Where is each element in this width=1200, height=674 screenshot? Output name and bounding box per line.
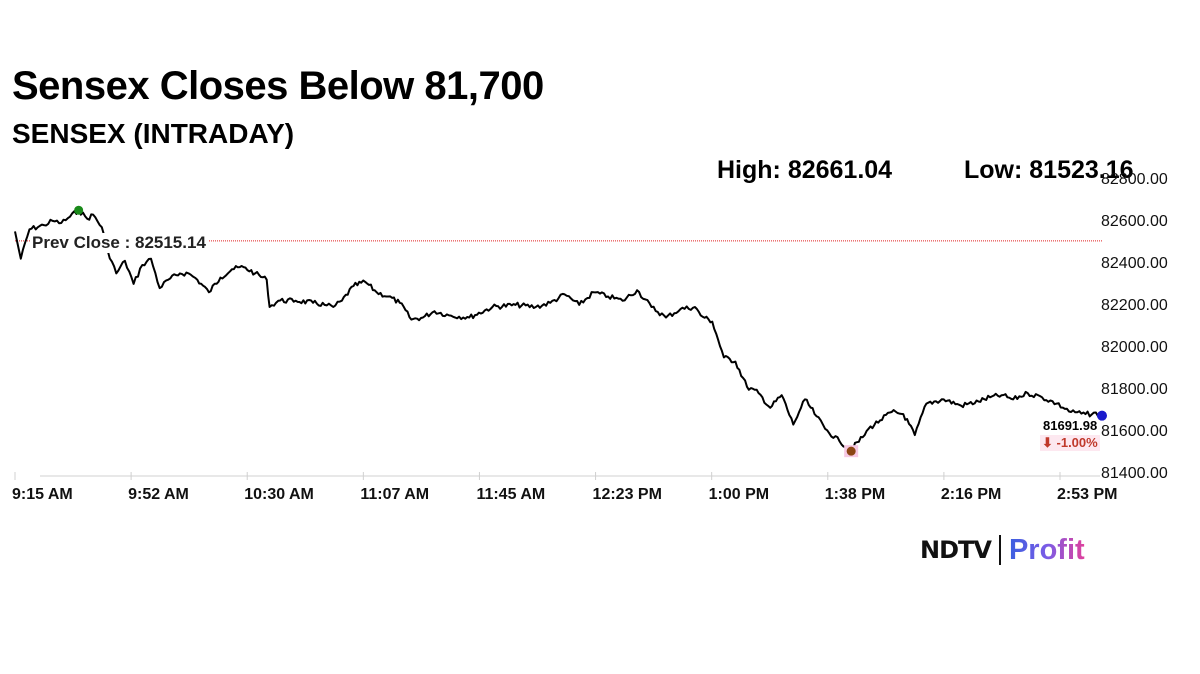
y-tick-label: 82400.00	[1101, 255, 1168, 272]
x-tick-label: 11:45 AM	[476, 486, 546, 503]
high-value: High: 82661.04	[717, 156, 893, 184]
x-tick-label: 12:23 PM	[592, 486, 662, 503]
y-tick-label: 81600.00	[1101, 423, 1168, 440]
logo-separator	[998, 535, 1001, 565]
y-tick-label: 82200.00	[1101, 297, 1168, 314]
x-tick-label: 2:16 PM	[940, 486, 1002, 503]
x-axis-ticks	[14, 472, 1061, 480]
y-tick-label: 82800.00	[1101, 171, 1168, 188]
x-tick-label: 1:00 PM	[708, 486, 770, 503]
chart-subtitle: SENSEX (INTRADAY)	[12, 118, 295, 149]
prev-close-label: Prev Close : 82515.14	[30, 233, 208, 253]
y-tick-label: 82000.00	[1101, 339, 1168, 356]
low-value: Low: 81523.16	[964, 156, 1134, 184]
low-marker	[846, 446, 856, 456]
x-tick-label: 2:53 PM	[1057, 486, 1118, 503]
x-tick-label: 10:30 AM	[244, 486, 314, 503]
change-percent-badge: ⬇ -1.00%	[1040, 435, 1100, 451]
logo-product: Profit	[1008, 533, 1085, 566]
price-line	[14, 209, 1101, 451]
ndtv-profit-logo: NDTV Profit	[920, 533, 1085, 567]
logo-brand: NDTV	[920, 536, 992, 564]
last-price-marker	[1097, 410, 1107, 421]
x-tick-label: 9:52 AM	[128, 486, 189, 503]
y-tick-label: 82600.00	[1101, 213, 1168, 230]
page-title: Sensex Closes Below 81,700	[12, 64, 544, 108]
x-tick-label: 11:07 AM	[360, 486, 430, 503]
high-marker	[74, 205, 84, 215]
y-tick-label: 81400.00	[1101, 465, 1168, 482]
y-tick-label: 81800.00	[1101, 381, 1168, 398]
x-tick-label: 9:15 AM	[12, 486, 73, 503]
last-price-value: 81691.98	[1043, 418, 1098, 433]
x-tick-label: 1:38 PM	[824, 486, 886, 503]
